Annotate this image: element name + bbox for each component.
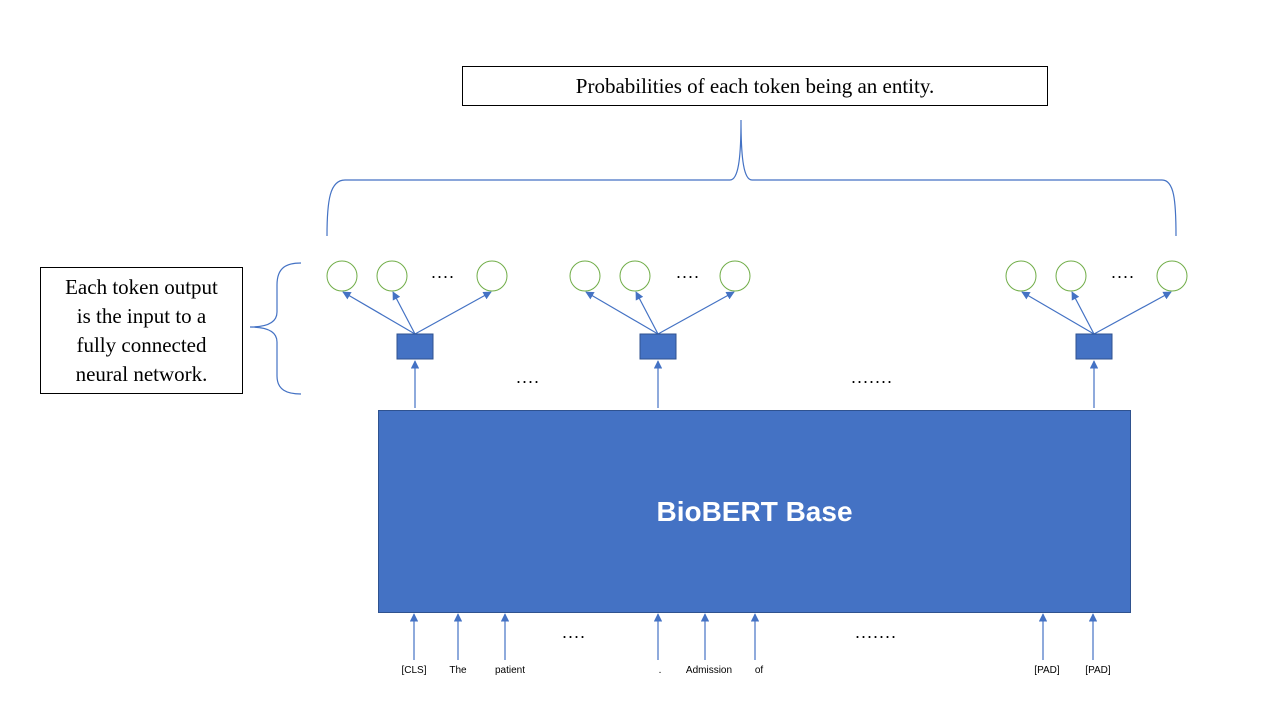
biobert-model-block: BioBERT Base (378, 410, 1131, 613)
side-note-line: Each token output (65, 274, 218, 299)
input-token: Admission (685, 665, 733, 676)
left-brace (249, 262, 302, 395)
output-neuron (1055, 260, 1087, 292)
fc-arrow (414, 291, 492, 335)
output-neuron (719, 260, 751, 292)
neuron-group-2 (569, 260, 751, 408)
model-label: BioBERT Base (656, 495, 853, 527)
fc-arrow (635, 291, 659, 335)
output-ellipsis: .... (516, 367, 541, 387)
input-token: [CLS] (401, 665, 427, 676)
neuron-ellipsis: .... (676, 262, 701, 282)
neuron-group-3 (1005, 260, 1188, 408)
neuron-ellipsis: .... (431, 262, 456, 282)
input-token: . (658, 665, 662, 676)
input-token: [PAD] (1085, 665, 1111, 676)
output-neuron (1156, 260, 1188, 292)
side-note: Each token output is the input to a full… (40, 267, 243, 394)
input-ellipsis: .... (562, 622, 587, 642)
token-output-box (396, 333, 434, 360)
input-token: [PAD] (1034, 665, 1060, 676)
token-output-box (639, 333, 677, 360)
input-token: The (449, 665, 467, 676)
input-token: of (754, 665, 764, 676)
fc-arrow (1021, 291, 1095, 335)
output-ellipsis: ....... (851, 367, 894, 387)
neuron-group-1 (326, 260, 508, 408)
input-arrows (409, 613, 1098, 660)
fc-arrow (392, 291, 416, 335)
fc-arrow (1093, 291, 1172, 335)
neuron-ellipsis: .... (1111, 262, 1136, 282)
side-note-line: is the input to a (76, 303, 207, 328)
output-neuron (619, 260, 651, 292)
top-brace (326, 119, 1177, 237)
output-neuron (326, 260, 358, 292)
token-output-box (1075, 333, 1113, 360)
side-note-line: neural network. (75, 361, 208, 386)
input-token: patient (494, 665, 526, 676)
output-neuron (569, 260, 601, 292)
output-neuron (476, 260, 508, 292)
fc-arrow (342, 291, 416, 335)
fc-arrow (1071, 291, 1095, 335)
output-neuron (376, 260, 408, 292)
input-ellipsis: ....... (855, 622, 898, 642)
side-note-line: fully connected (76, 332, 207, 357)
output-probabilities-label: Probabilities of each token being an ent… (462, 66, 1048, 106)
output-neuron (1005, 260, 1037, 292)
fc-arrow (657, 291, 735, 335)
fc-arrow (585, 291, 659, 335)
